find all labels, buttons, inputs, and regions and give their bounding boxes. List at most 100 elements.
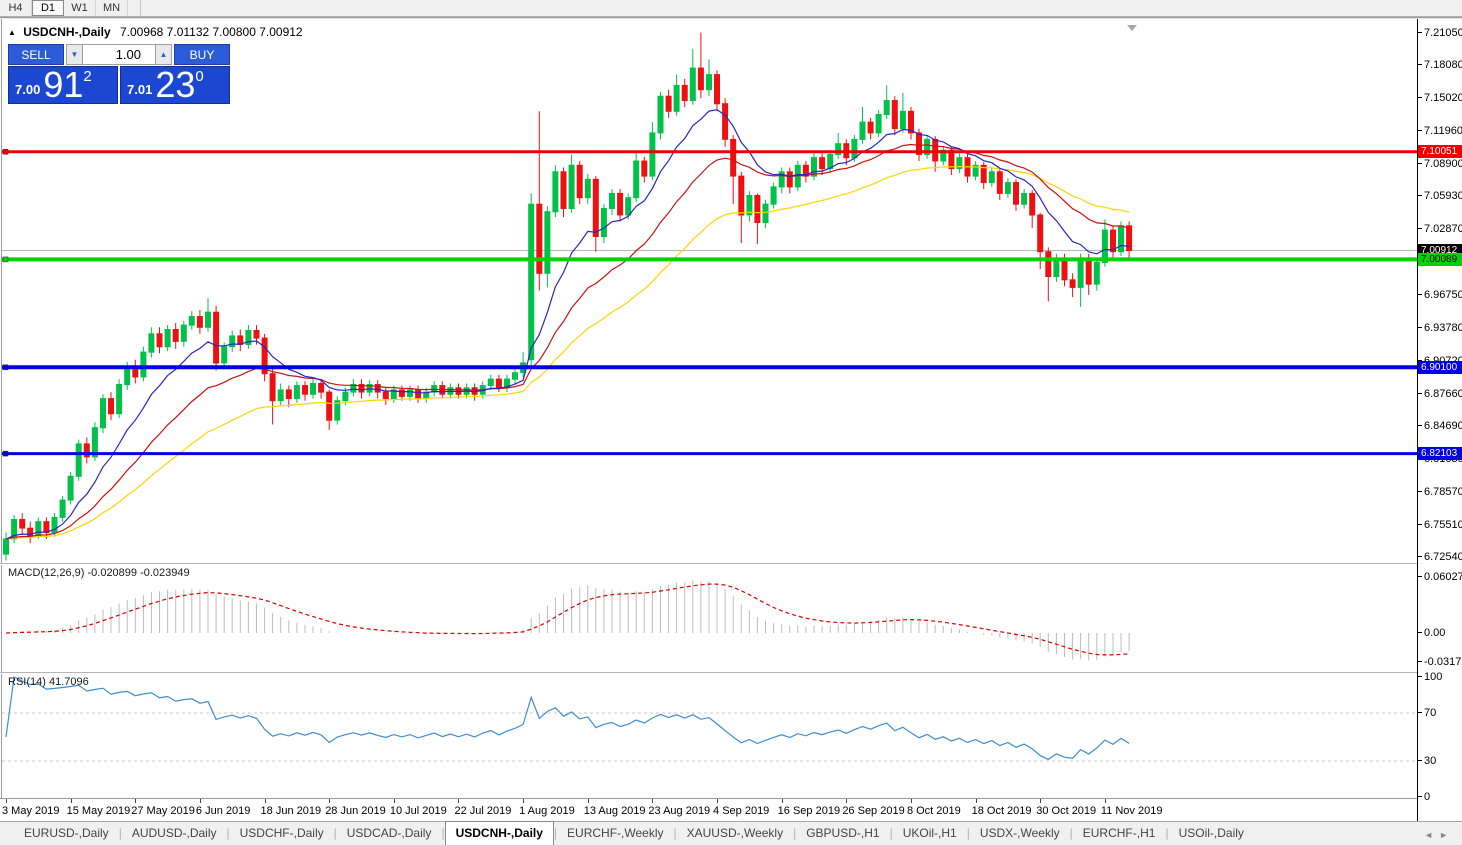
hline-handle [2,450,9,457]
sell-price-box[interactable]: 7.00 91 2 [8,66,118,104]
timeframe-button-h4[interactable]: H4 [0,0,32,16]
price-tick: 6.78570 [1418,486,1462,498]
tabs-scroll-right-icon[interactable]: ► [1439,830,1454,840]
chart-tab-xauusd-weekly[interactable]: XAUUSD-,Weekly [686,826,784,840]
tab-separator: | [1165,826,1169,840]
sell-button[interactable]: SELL [8,44,64,65]
price-badge-7.00089: 7.00089 [1418,252,1462,266]
chart-tab-usoil-daily[interactable]: USOil-,Daily [1178,826,1244,840]
macd-tick: -0.031725 [1418,656,1462,668]
price-tick: 6.84690 [1418,420,1462,432]
timeframe-button-mn[interactable]: MN [96,0,128,16]
horizontal-lines[interactable] [2,149,1417,457]
ma-line-22 [5,143,1130,540]
date-label: 30 Oct 2019 [1036,805,1097,817]
timeframe-button-d1[interactable]: D1 [32,0,64,16]
date-label: 4 Sep 2019 [713,805,770,817]
date-tick [1104,799,1106,803]
price-tick: 7.08900 [1418,158,1462,170]
chart-tab-usdcad-daily[interactable]: USDCAD-,Daily [346,826,432,840]
buy-price-sup: 0 [195,68,204,85]
tab-separator: | [889,826,893,840]
price-tick: 7.18080 [1418,59,1462,71]
date-tick [975,799,977,803]
rsi-pane[interactable] [2,674,1417,798]
buy-price-box[interactable]: 7.01 23 0 [120,66,230,104]
price-axis-border [1417,19,1418,821]
pane-separator[interactable] [0,563,1462,565]
pane-separator[interactable] [0,672,1462,674]
date-label: 1 Aug 2019 [519,805,575,817]
rsi-value: 41.7096 [48,676,89,688]
price-axis[interactable]: 7.21050 7.18080 7.15020 7.11960 7.08900 7.059… [1418,19,1462,821]
price-tick: 7.05930 [1418,190,1462,202]
volume-up-button[interactable]: ▲ [155,44,172,65]
date-label: 18 Oct 2019 [971,805,1032,817]
date-tick [717,799,719,803]
timeframe-button-w1[interactable]: W1 [64,0,96,16]
date-label: 6 Jun 2019 [195,805,251,817]
tab-separator: | [118,826,122,840]
plot-left-border [1,19,2,821]
tab-separator: | [226,826,230,840]
macd-main-value: -0.020899 [87,567,138,579]
buy-price-small: 7.01 [127,82,153,97]
tabs-scroll-left-icon[interactable]: ◄ [1424,830,1440,840]
tab-separator: | [673,826,677,840]
rsi-line [5,676,1130,761]
date-tick [910,799,912,803]
rsi-tick: 100 [1418,671,1442,683]
price-chart[interactable] [2,19,1417,563]
rsi-tick: 0 [1418,791,1430,803]
price-badge-6.90100: 6.90100 [1418,360,1462,374]
candles-layer [3,32,1133,561]
price-tick: 7.02870 [1418,223,1462,235]
date-label: 23 Aug 2019 [648,805,711,817]
one-click-trading-panel: SELL ▼ ▲ BUY 7.00 91 2 7.01 23 0 [8,44,230,104]
price-badge-6.82103: 6.82103 [1418,447,1462,461]
date-label: 27 May 2019 [131,805,195,817]
date-tick [135,799,137,803]
chart-tab-ukoil-h1[interactable]: UKOil-,H1 [902,826,957,840]
buy-price-big: 23 [155,64,196,105]
macd-name: MACD(12,26,9) [8,567,85,579]
chart-tab-bar: EURUSD-,Daily | AUDUSD-,Daily | USDCHF-,Dail… [0,821,1462,845]
macd-pane[interactable] [2,565,1417,672]
volume-down-button[interactable]: ▼ [66,44,83,65]
volume-input[interactable] [83,44,155,65]
macd-tick: 0.00 [1418,627,1445,639]
macd-signal-value: -0.023949 [140,567,190,579]
date-axis[interactable]: 3 May 2019 15 May 2019 27 May 2019 6 Jun 20… [0,798,1417,821]
rsi-name: RSI(14) [8,676,46,688]
macd-tick: 0.060273 [1418,571,1462,583]
tab-separator: | [1069,826,1073,840]
chart-tab-usdx-weekly[interactable]: USDX-,Weekly [979,826,1060,840]
chart-shift-marker-icon[interactable] [1127,25,1137,31]
date-tick [523,799,525,803]
chart-tab-gbpusd-h1[interactable]: GBPUSD-,H1 [806,826,880,840]
chart-tab-eurusd-daily[interactable]: EURUSD-,Daily [24,826,109,840]
date-label: 8 Oct 2019 [906,805,961,817]
date-tick [70,799,72,803]
chart-tab-usdchf-daily[interactable]: USDCHF-,Daily [239,826,324,840]
chart-tab-eurchf-weekly[interactable]: EURCHF-,Weekly [567,826,664,840]
rsi-label: RSI(14) 41.7096 [8,676,89,688]
price-tick: 7.15020 [1418,92,1462,104]
rsi-tick: 70 [1418,707,1436,719]
date-tick [6,799,7,803]
title-triangle-icon: ▲ [8,28,16,37]
tab-separator: | [966,826,970,840]
chart-tab-usdcnh-daily[interactable]: USDCNH-,Daily [444,821,554,845]
date-label: 26 Sep 2019 [842,805,905,817]
buy-button[interactable]: BUY [174,44,230,65]
ma-line-10 [5,109,1130,540]
chart-tab-eurchf-h1[interactable]: EURCHF-,H1 [1082,826,1156,840]
date-label: 11 Nov 2019 [1100,805,1163,817]
rsi-tick: 30 [1418,755,1436,767]
sell-price-big: 91 [43,64,84,105]
sell-price-sup: 2 [83,68,92,85]
date-tick [264,799,266,803]
date-tick [781,799,783,803]
macd-label: MACD(12,26,9) -0.020899 -0.023949 [8,567,190,579]
chart-tab-audusd-daily[interactable]: AUDUSD-,Daily [131,826,217,840]
